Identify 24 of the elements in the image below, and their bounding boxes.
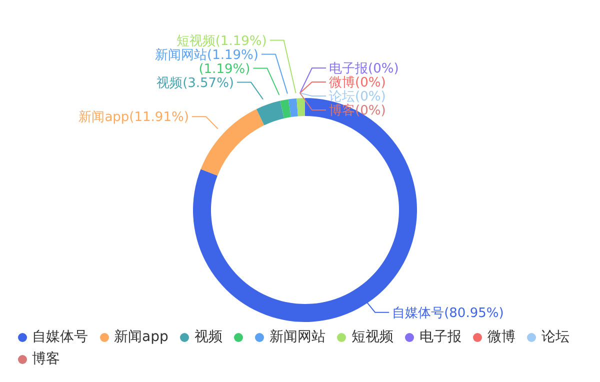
legend-label: 微博 — [486, 328, 516, 346]
legend-label: 论坛 — [540, 328, 570, 346]
category-label: 电子报(0%) — [329, 62, 399, 77]
legend-label: 视频 — [193, 328, 222, 346]
category-label: 新闻app(11.91%) — [78, 110, 189, 126]
category-label: 微博(0%) — [329, 76, 386, 91]
category-label: 短视频(1.19%) — [176, 34, 267, 49]
legend-label: 电子报 — [418, 328, 462, 346]
data-label: (1.19%) — [198, 62, 250, 77]
category-label: 视频(3.57%) — [156, 76, 234, 91]
category-label: 新闻网站(1.19%) — [155, 48, 258, 63]
legend-label: 短视频 — [350, 328, 394, 346]
legend-label: 新闻网站 — [268, 328, 326, 346]
donut-slice — [280, 99, 291, 118]
category-label: 自媒体号(80.95%) — [392, 306, 504, 321]
legend-label: 自媒体号 — [31, 328, 88, 346]
category-label: 论坛(0%) — [329, 90, 386, 105]
donut-slice — [256, 100, 284, 126]
category-label: 博客(0%) — [329, 104, 386, 119]
donut-slice — [296, 98, 305, 116]
legend-label: 博客 — [31, 350, 60, 368]
donut-slice — [200, 109, 264, 176]
donut-slice — [288, 98, 298, 118]
legend-label: 新闻app — [113, 328, 168, 346]
